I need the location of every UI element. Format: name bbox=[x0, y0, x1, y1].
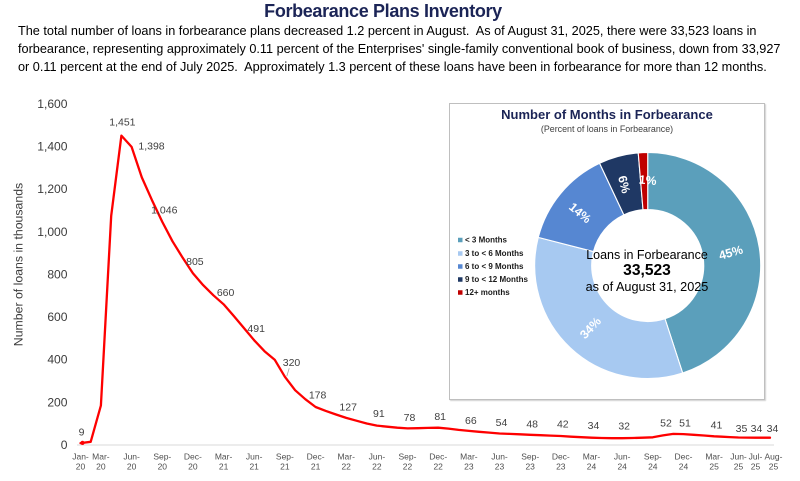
svg-text:200: 200 bbox=[47, 395, 67, 409]
svg-text:320: 320 bbox=[283, 357, 301, 369]
svg-text:20: 20 bbox=[76, 462, 86, 472]
svg-text:0: 0 bbox=[61, 438, 68, 452]
svg-text:25: 25 bbox=[751, 462, 761, 472]
svg-text:22: 22 bbox=[433, 462, 443, 472]
svg-text:21: 21 bbox=[219, 462, 229, 472]
svg-text:34: 34 bbox=[751, 423, 763, 435]
svg-text:3 to < 6 Months: 3 to < 6 Months bbox=[465, 249, 524, 258]
svg-text:800: 800 bbox=[47, 267, 67, 281]
svg-text:21: 21 bbox=[280, 462, 290, 472]
svg-text:45%: 45% bbox=[717, 243, 744, 263]
svg-text:24: 24 bbox=[617, 462, 627, 472]
svg-text:22: 22 bbox=[372, 462, 382, 472]
svg-text:48: 48 bbox=[526, 418, 538, 430]
svg-text:34: 34 bbox=[588, 420, 600, 432]
svg-text:12+ months: 12+ months bbox=[465, 288, 510, 297]
svg-text:Jul-: Jul- bbox=[749, 452, 763, 462]
svg-text:20: 20 bbox=[188, 462, 198, 472]
svg-text:Jan-: Jan- bbox=[72, 452, 89, 462]
svg-text:Dec-: Dec- bbox=[552, 452, 570, 462]
svg-text:23: 23 bbox=[495, 462, 505, 472]
svg-text:Mar-: Mar- bbox=[337, 452, 355, 462]
svg-text:Jun-: Jun- bbox=[246, 452, 263, 462]
svg-text:35: 35 bbox=[736, 423, 748, 435]
svg-text:25: 25 bbox=[734, 462, 744, 472]
svg-text:Sep-: Sep- bbox=[153, 452, 171, 462]
svg-text:24: 24 bbox=[648, 462, 658, 472]
svg-text:1,600: 1,600 bbox=[37, 97, 68, 111]
svg-text:52: 52 bbox=[660, 418, 672, 430]
svg-text:23: 23 bbox=[525, 462, 535, 472]
svg-text:91: 91 bbox=[373, 408, 385, 420]
svg-text:24: 24 bbox=[587, 462, 597, 472]
svg-text:1,046: 1,046 bbox=[151, 204, 177, 216]
svg-text:66: 66 bbox=[465, 415, 477, 427]
svg-text:42: 42 bbox=[557, 419, 569, 431]
svg-text:Mar-: Mar- bbox=[215, 452, 233, 462]
svg-text:Mar-: Mar- bbox=[460, 452, 478, 462]
svg-text:660: 660 bbox=[217, 287, 235, 299]
svg-text:Jun-: Jun- bbox=[491, 452, 508, 462]
svg-text:54: 54 bbox=[496, 417, 508, 429]
svg-text:1,200: 1,200 bbox=[37, 182, 68, 196]
svg-text:Aug-: Aug- bbox=[765, 452, 783, 462]
svg-text:Jun-: Jun- bbox=[614, 452, 631, 462]
svg-text:Jun-: Jun- bbox=[123, 452, 140, 462]
svg-text:Jun-: Jun- bbox=[730, 452, 747, 462]
svg-text:805: 805 bbox=[186, 256, 204, 268]
svg-text:491: 491 bbox=[247, 323, 265, 335]
svg-text:6%: 6% bbox=[615, 174, 633, 195]
svg-text:Dec-: Dec- bbox=[184, 452, 202, 462]
svg-text:Jun-: Jun- bbox=[369, 452, 386, 462]
svg-text:1,451: 1,451 bbox=[109, 117, 135, 129]
svg-text:Mar-: Mar- bbox=[583, 452, 601, 462]
svg-text:Dec-: Dec- bbox=[429, 452, 447, 462]
svg-text:21: 21 bbox=[249, 462, 259, 472]
svg-text:21: 21 bbox=[311, 462, 321, 472]
svg-text:23: 23 bbox=[556, 462, 566, 472]
svg-text:22: 22 bbox=[403, 462, 413, 472]
svg-text:20: 20 bbox=[127, 462, 137, 472]
svg-text:600: 600 bbox=[47, 310, 67, 324]
svg-text:127: 127 bbox=[339, 401, 357, 413]
svg-text:Number of loans in thousands: Number of loans in thousands bbox=[12, 183, 26, 346]
svg-text:Sep-: Sep- bbox=[644, 452, 662, 462]
svg-text:1%: 1% bbox=[638, 173, 657, 188]
svg-text:9: 9 bbox=[79, 427, 85, 439]
svg-text:23: 23 bbox=[464, 462, 474, 472]
svg-text:32: 32 bbox=[618, 421, 630, 433]
svg-text:Sep-: Sep- bbox=[399, 452, 417, 462]
svg-text:20: 20 bbox=[158, 462, 168, 472]
svg-text:< 3 Months: < 3 Months bbox=[465, 236, 508, 245]
svg-text:25: 25 bbox=[769, 462, 779, 472]
svg-text:78: 78 bbox=[404, 412, 416, 424]
svg-text:Mar-: Mar- bbox=[92, 452, 110, 462]
svg-text:20: 20 bbox=[96, 462, 106, 472]
svg-text:22: 22 bbox=[341, 462, 351, 472]
svg-text:Sep-: Sep- bbox=[521, 452, 539, 462]
svg-text:1,398: 1,398 bbox=[138, 140, 164, 152]
svg-text:25: 25 bbox=[709, 462, 719, 472]
svg-text:81: 81 bbox=[434, 411, 446, 423]
svg-text:400: 400 bbox=[47, 353, 67, 367]
svg-text:Mar-: Mar- bbox=[705, 452, 723, 462]
svg-text:51: 51 bbox=[679, 418, 691, 430]
svg-text:178: 178 bbox=[309, 390, 327, 402]
svg-text:9 to < 12 Months: 9 to < 12 Months bbox=[465, 275, 528, 284]
svg-text:1,400: 1,400 bbox=[37, 139, 68, 153]
svg-text:Sep-: Sep- bbox=[276, 452, 294, 462]
svg-text:Dec-: Dec- bbox=[307, 452, 325, 462]
svg-text:6 to < 9 Months: 6 to < 9 Months bbox=[465, 262, 524, 271]
svg-text:41: 41 bbox=[711, 420, 723, 432]
svg-text:1,000: 1,000 bbox=[37, 225, 68, 239]
svg-text:34: 34 bbox=[767, 423, 779, 435]
svg-text:Dec-: Dec- bbox=[675, 452, 693, 462]
svg-text:24: 24 bbox=[679, 462, 689, 472]
